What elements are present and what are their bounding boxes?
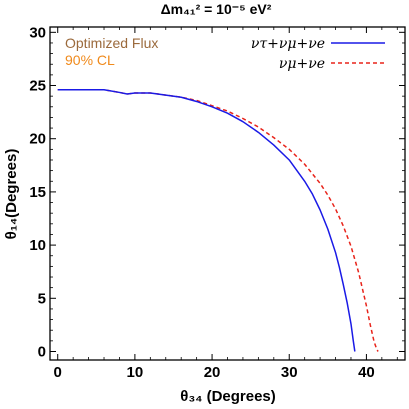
x-axis-title: θ₃₄ (Degrees) [180,388,276,405]
y-axis-title: θ₁₄(Degrees) [3,149,20,240]
x-tick-label: 10 [127,364,144,381]
x-tick-label: 0 [54,364,62,381]
series-line-1 [57,89,379,352]
y-tick-label: 10 [29,237,46,254]
y-tick-label: 20 [29,131,46,148]
annotation-confidence-level: 90% CL [65,52,115,68]
y-tick-label: 0 [38,343,46,360]
x-tick-label: 20 [204,364,221,381]
legend-label-all-flavors: ντ+νμ+νe [251,36,325,52]
y-tick-label: 25 [29,78,46,95]
y-tick-label: 5 [38,290,46,307]
x-tick-label: 40 [358,364,375,381]
ticks-layer: 0 10 20 30 40 0 5 10 15 20 25 30 [29,24,405,381]
legend: ντ+νμ+νe νμ+νe [251,36,385,72]
chart-title: Δm₄₁² = 10⁻⁵ eV² [161,1,272,17]
x-tick-label: 30 [281,364,298,381]
y-tick-label: 15 [29,184,46,201]
plot-frame [49,26,406,361]
series-line-0 [57,89,356,352]
y-tick-label: 30 [29,24,46,41]
legend-label-mu-e: νμ+νe [279,56,325,72]
curves-layer [57,89,379,352]
annotation-optimized-flux: Optimized Flux [65,35,158,51]
